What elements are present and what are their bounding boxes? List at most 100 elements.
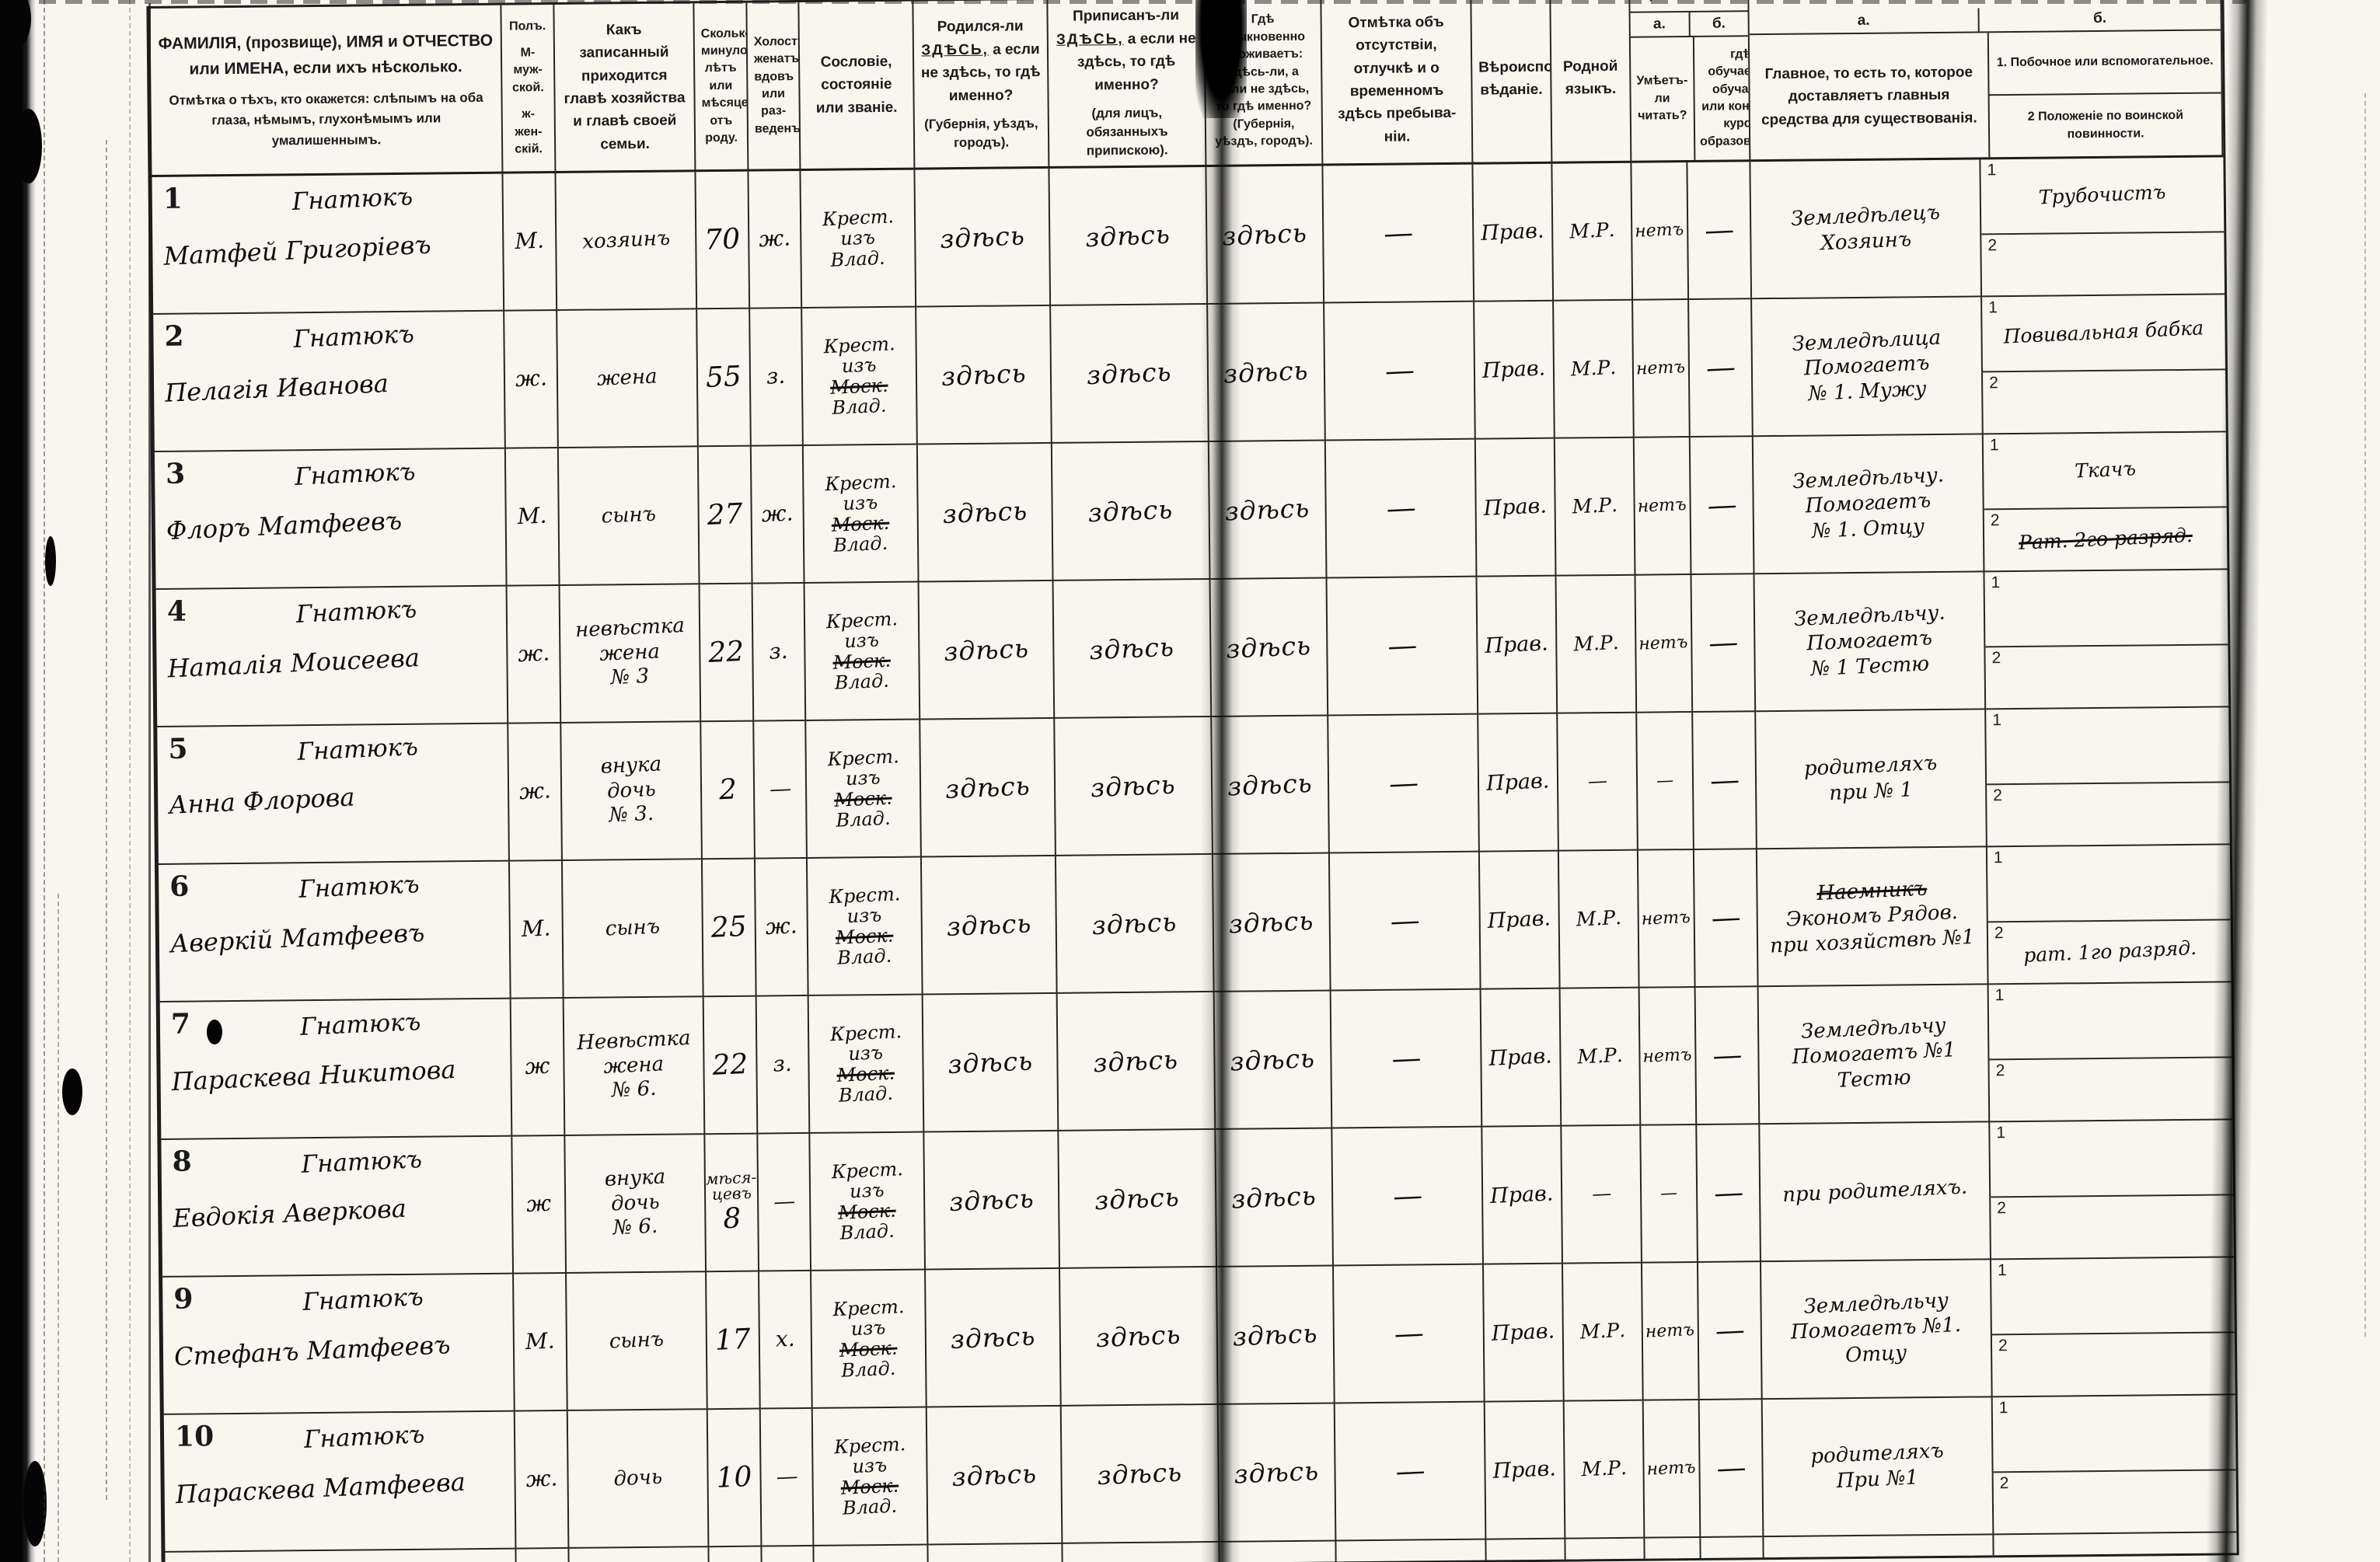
- reads-value: нетъ: [1642, 1044, 1693, 1067]
- marital-cell: з.: [750, 308, 804, 447]
- religion-cell: Прав.: [1482, 1126, 1563, 1265]
- military-status-sub2: 2 рат. 1го разряд.: [1988, 921, 2232, 984]
- estate-cell: Крест. изъ Моск. Влад.: [807, 857, 923, 996]
- partial-row-cell: [1486, 1539, 1566, 1560]
- language-value: М.Р.: [1572, 631, 1620, 656]
- reads-cell: нетъ: [1631, 162, 1690, 301]
- military-status-title: 2 Положеніе по воинской повинности.: [2027, 109, 2184, 141]
- sex-value: ж: [525, 1190, 552, 1218]
- estate-value: Крест.: [821, 205, 895, 231]
- surname: Гнатюкъ: [301, 1145, 423, 1179]
- occupation-value: Отцу: [1844, 1341, 1908, 1368]
- census-table: ФАМИЛІЯ, (прозвище), ИМЯ и ОТЧЕСТВО или …: [146, 0, 2239, 1562]
- name-cell: 10 Гнатюкъ Параскева Матфеева: [163, 1411, 517, 1553]
- education-cell: —: [1690, 437, 1755, 576]
- sex-value: ж.: [525, 1465, 558, 1493]
- name-cell: 6 Гнатюкъ Аверкій Матфеевъ: [158, 861, 511, 1002]
- language-cell: М.Р.: [1558, 850, 1640, 989]
- education-cell: —: [1697, 1124, 1761, 1263]
- registered-cell: здѣсь: [1053, 579, 1213, 719]
- religion-value: Прав.: [1488, 1044, 1553, 1071]
- reads-cell: —: [1641, 1124, 1698, 1264]
- estate-value: Крест.: [824, 469, 897, 496]
- literacy-group-label: Грамотность.: [1630, 0, 1747, 3]
- sex-male-code: М-муж-ской.: [511, 46, 544, 95]
- age-cell: 55: [697, 309, 752, 448]
- education-value: —: [1706, 486, 1738, 523]
- relation-value: сынъ: [600, 502, 657, 528]
- partial-row-cell: [928, 1543, 1063, 1562]
- name-cell: 7 Гнатюкъ Параскева Никитова: [159, 999, 513, 1140]
- sub1-numeral: 1: [1997, 1261, 2007, 1280]
- born-value: здѣсь: [939, 219, 1026, 254]
- ink-blob: [62, 1069, 82, 1115]
- reads-cell: нетъ: [1633, 300, 1691, 438]
- marital-cell: ж.: [751, 445, 805, 584]
- born-cell: здѣсь: [917, 443, 1054, 583]
- language-title: Родной языкъ.: [1562, 58, 1618, 98]
- person-number: 1: [162, 182, 183, 215]
- religion-value: Прав.: [1480, 218, 1545, 246]
- marital-cell: —: [754, 720, 808, 859]
- col-header-religion: Вѣроиспо-вѣданіе.: [1471, 0, 1553, 165]
- sub1-numeral: 1: [1987, 161, 1997, 180]
- reads-value: нетъ: [1635, 219, 1685, 242]
- estate-value: Влад.: [837, 944, 893, 969]
- person-number: 5: [168, 732, 188, 765]
- reads-value: нетъ: [1638, 632, 1689, 654]
- sub1-numeral: 1: [1993, 849, 2003, 867]
- occupation-cell: родителяхъ при № 1: [1756, 710, 1987, 850]
- education-cell: —: [1699, 1400, 1764, 1538]
- estate-value: изъ: [839, 226, 876, 250]
- occupation-value: № 1. Отцу: [1811, 514, 1926, 543]
- literacy-sub-a-label: а.: [1630, 12, 1691, 37]
- age-value: 25: [710, 910, 748, 944]
- resides-value: здѣсь: [1230, 1180, 1317, 1215]
- religion-cell: Прав.: [1473, 163, 1555, 302]
- side-occupation-sub1: 1: [1984, 570, 2228, 648]
- surname: Гнатюкъ: [295, 595, 418, 629]
- estate-value: изъ: [849, 1179, 885, 1203]
- military-status-sub2: 2: [1987, 783, 2230, 846]
- registered-value: здѣсь: [1094, 1181, 1181, 1215]
- given-name: Параскева Матфеева: [175, 1466, 466, 1509]
- given-name: Матфей Григоріевъ: [162, 229, 432, 271]
- marital-cell: з.: [756, 995, 811, 1135]
- sex-value: М.: [517, 502, 548, 530]
- occupation-value: родителяхъ: [1803, 751, 1939, 781]
- absence-value: —: [1385, 490, 1417, 526]
- registered-cell: здѣсь: [1055, 716, 1213, 856]
- absence-title: Отмѣтка объ отсутствіи, отлучкѣ и о врем…: [1338, 13, 1457, 145]
- education-value: —: [1712, 1174, 1744, 1211]
- born-note: (Губернія, уѣздъ, городъ).: [924, 116, 1038, 150]
- education-cell: —: [1691, 574, 1757, 713]
- estate-value: Крест.: [822, 332, 895, 358]
- registered-value: здѣсь: [1096, 1456, 1184, 1491]
- estate-value: Крест.: [832, 1295, 905, 1320]
- reads-cell: нетъ: [1634, 438, 1692, 576]
- occupation-cell: Земледѣлица Помогаетъ № 1. Мужу: [1752, 297, 1984, 438]
- born-cell: здѣсь: [927, 1406, 1063, 1546]
- occupation-cell: при родителяхъ.: [1760, 1122, 1991, 1263]
- occupation-cell: Земледѣльчу. Помогаетъ № 1 Тестю: [1754, 572, 1987, 713]
- sub2-numeral: 2: [1999, 1474, 2009, 1493]
- absence-cell: —: [1331, 989, 1483, 1129]
- side-occupation-sub1: 1 Повивальная бабка: [1982, 295, 2225, 373]
- reads-value: нетъ: [1646, 1457, 1697, 1480]
- sub2-numeral: 2: [1991, 649, 2001, 668]
- sub2-numeral: 2: [1990, 511, 2000, 530]
- marital-cell: —: [760, 1408, 815, 1547]
- education-value: —: [1703, 211, 1735, 248]
- side-occupation-cell: 1 Ткачъ 2 Рат. 2го разряд.: [1983, 432, 2228, 573]
- side-occupation-cell: 1 2 рат. 1го разряд.: [1987, 845, 2232, 985]
- relation-value: № 6.: [611, 1077, 658, 1103]
- marital-cell: ж.: [755, 858, 809, 997]
- side-occupation-cell: 1 2: [1986, 707, 2230, 848]
- surname: Гнатюкъ: [294, 458, 417, 491]
- estate-cell: Крест. изъ Моск. Влад.: [810, 1132, 927, 1271]
- side-occupation-cell: 1 Повивальная бабка 2: [1982, 295, 2226, 435]
- ink-blob: [23, 1461, 47, 1546]
- partial-row-cell: [1565, 1538, 1645, 1560]
- age-value: 27: [706, 497, 744, 532]
- education-cell: —: [1695, 987, 1761, 1125]
